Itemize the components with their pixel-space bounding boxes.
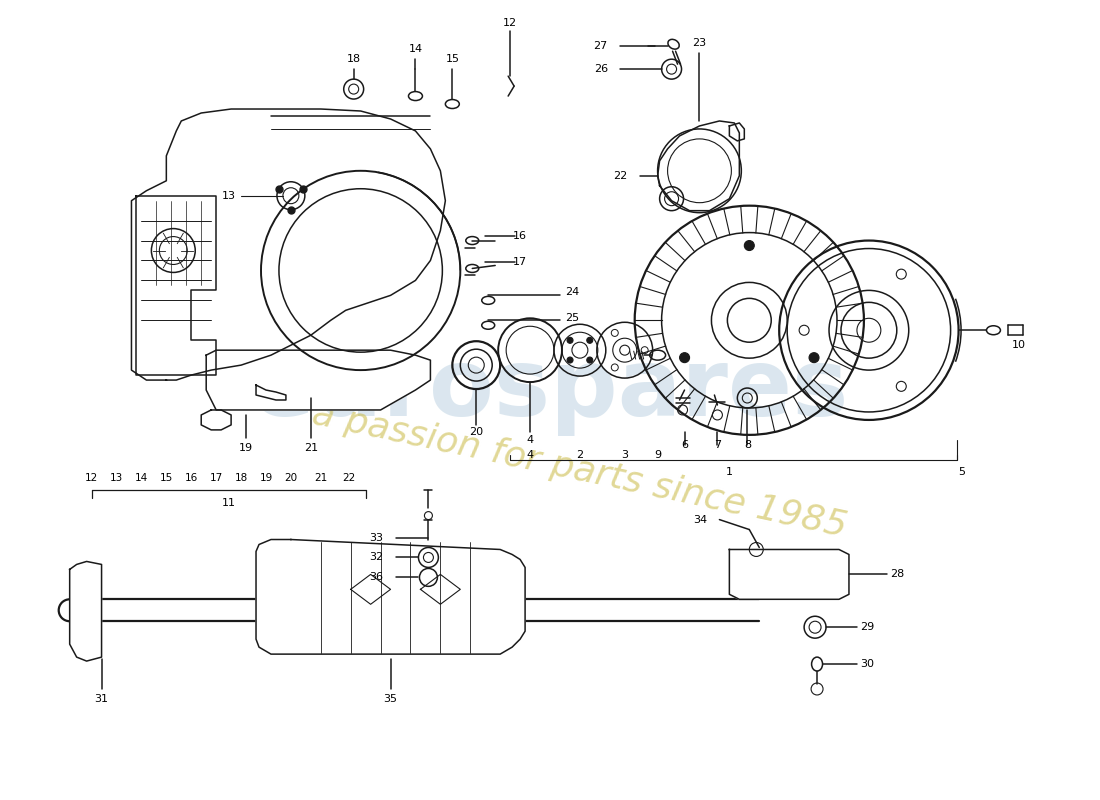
Circle shape bbox=[680, 353, 690, 362]
Text: 24: 24 bbox=[564, 287, 579, 298]
Text: 21: 21 bbox=[315, 473, 328, 482]
Text: 34: 34 bbox=[693, 514, 707, 525]
Circle shape bbox=[745, 241, 755, 250]
Text: 4: 4 bbox=[527, 435, 534, 445]
Polygon shape bbox=[136, 196, 217, 375]
Text: 6: 6 bbox=[681, 440, 688, 450]
Text: 1: 1 bbox=[726, 466, 733, 477]
Text: a passion for parts since 1985: a passion for parts since 1985 bbox=[309, 396, 850, 543]
Text: 13: 13 bbox=[222, 190, 236, 201]
Text: 36: 36 bbox=[370, 572, 384, 582]
Text: 30: 30 bbox=[860, 659, 873, 669]
Text: 9: 9 bbox=[654, 450, 661, 460]
Text: 16: 16 bbox=[513, 230, 527, 241]
Text: 19: 19 bbox=[260, 473, 273, 482]
Circle shape bbox=[566, 338, 573, 343]
Text: 17: 17 bbox=[513, 258, 527, 267]
Text: 21: 21 bbox=[304, 443, 318, 453]
Text: 11: 11 bbox=[222, 498, 236, 508]
Text: 7: 7 bbox=[714, 440, 720, 450]
Text: 18: 18 bbox=[234, 473, 248, 482]
Text: 17: 17 bbox=[209, 473, 223, 482]
Text: 5: 5 bbox=[958, 466, 965, 477]
Circle shape bbox=[566, 357, 573, 363]
Polygon shape bbox=[69, 562, 101, 661]
Text: 16: 16 bbox=[185, 473, 198, 482]
Polygon shape bbox=[658, 121, 739, 210]
Circle shape bbox=[586, 338, 593, 343]
Text: 22: 22 bbox=[614, 170, 628, 181]
Polygon shape bbox=[132, 109, 446, 380]
Text: 20: 20 bbox=[284, 473, 297, 482]
Text: 14: 14 bbox=[135, 473, 149, 482]
Text: 35: 35 bbox=[384, 694, 397, 704]
Polygon shape bbox=[729, 550, 849, 599]
Text: 18: 18 bbox=[346, 54, 361, 64]
Text: 15: 15 bbox=[160, 473, 173, 482]
Text: 3: 3 bbox=[621, 450, 628, 460]
Text: 14: 14 bbox=[408, 44, 422, 54]
Text: 28: 28 bbox=[890, 570, 904, 579]
Text: 19: 19 bbox=[239, 443, 253, 453]
Text: 12: 12 bbox=[85, 473, 98, 482]
Text: 2: 2 bbox=[576, 450, 583, 460]
Text: 8: 8 bbox=[744, 440, 751, 450]
Circle shape bbox=[808, 353, 820, 362]
Text: 12: 12 bbox=[503, 18, 517, 28]
Text: 15: 15 bbox=[446, 54, 460, 64]
Text: 20: 20 bbox=[470, 427, 483, 437]
Text: 22: 22 bbox=[342, 473, 355, 482]
Text: 13: 13 bbox=[110, 473, 123, 482]
Text: 4: 4 bbox=[527, 450, 534, 460]
Text: 32: 32 bbox=[370, 553, 384, 562]
Text: 23: 23 bbox=[692, 38, 706, 48]
Text: eurospares: eurospares bbox=[251, 344, 849, 436]
Text: 33: 33 bbox=[370, 533, 384, 542]
Text: 25: 25 bbox=[565, 314, 579, 323]
Text: 31: 31 bbox=[95, 694, 109, 704]
Polygon shape bbox=[206, 350, 430, 410]
Text: 27: 27 bbox=[594, 42, 608, 51]
Text: 29: 29 bbox=[860, 622, 875, 632]
Text: 26: 26 bbox=[594, 64, 608, 74]
Polygon shape bbox=[256, 539, 525, 654]
Text: 10: 10 bbox=[1011, 340, 1025, 350]
Circle shape bbox=[586, 357, 593, 363]
